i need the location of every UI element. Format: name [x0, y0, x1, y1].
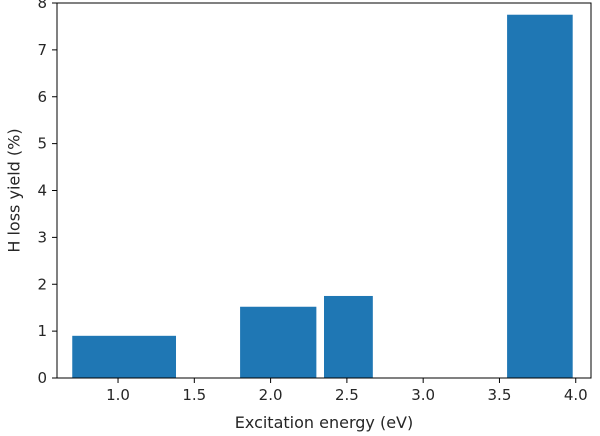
- y-tick-label: 7: [37, 41, 47, 59]
- bar-1: [72, 335, 177, 378]
- x-axis: 1.0 1.5 2.0 2.5 3.0 3.5 4.0: [106, 378, 588, 404]
- y-tick-label: 6: [37, 88, 47, 106]
- y-axis: 0 1 2 3 4 5 6 7 8: [37, 0, 57, 387]
- y-tick-label: 0: [37, 369, 47, 387]
- x-tick-label: 1.0: [106, 386, 130, 404]
- bar-3: [324, 295, 373, 378]
- x-tick-label: 4.0: [564, 386, 588, 404]
- x-tick-label: 3.5: [488, 386, 512, 404]
- y-tick-label: 3: [37, 228, 47, 246]
- x-tick-label: 2.5: [335, 386, 359, 404]
- y-tick-label: 5: [37, 135, 47, 153]
- y-tick-label: 2: [37, 275, 47, 293]
- y-tick-label: 8: [37, 0, 47, 12]
- y-tick-label: 1: [37, 322, 47, 340]
- bars-group: [72, 14, 573, 378]
- y-tick-label: 4: [37, 182, 47, 200]
- x-tick-label: 1.5: [182, 386, 206, 404]
- x-axis-label: Excitation energy (eV): [235, 413, 413, 432]
- bar-4: [507, 14, 573, 378]
- y-axis-label: H loss yield (%): [5, 128, 24, 252]
- x-tick-label: 2.0: [259, 386, 283, 404]
- x-tick-label: 3.0: [411, 386, 435, 404]
- bar-2: [240, 306, 317, 378]
